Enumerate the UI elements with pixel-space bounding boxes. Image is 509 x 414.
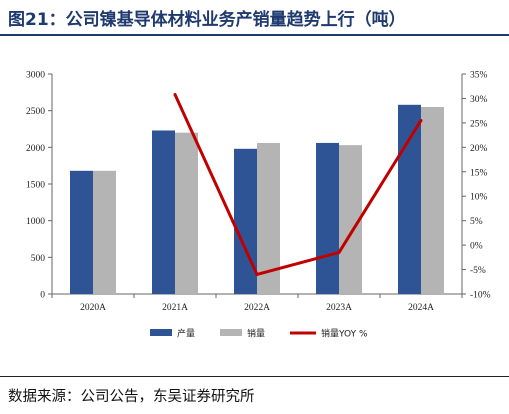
bar-production [70,170,93,294]
x-tick-label: 2022A [244,303,270,313]
legend-label: 产量 [177,328,195,340]
left-tick-label: 3000 [26,71,45,81]
legend-label: 销量YOY % [321,328,368,340]
bar-production [316,142,339,294]
right-tick-label: 0% [470,242,483,252]
left-tick-label: 2500 [26,107,45,117]
chart: 0 500 1000 1500 2000 2500 3000 -10% -5% 0% 5% 10% 15… [26,71,491,340]
source-rule [0,376,509,377]
right-tick-label: 5% [470,217,483,227]
bar-sales [93,170,116,294]
bar-sales [257,142,280,294]
line-series [173,93,423,276]
right-tick-label: 25% [470,119,488,129]
series-point-yoy [337,250,341,254]
series-point-yoy [255,272,259,276]
source-note: 数据来源：公司公告，东吴证券研究所 [8,389,255,405]
bar-sales [339,145,362,294]
right-tick-label: -5% [470,266,486,276]
bar-sales [421,107,444,294]
left-tick-label: 500 [31,254,46,264]
left-tick-label: 1500 [26,181,45,191]
bar-production [234,148,257,294]
bar-production [152,130,175,294]
x-tick-label: 2023A [326,303,352,313]
x-tick-label: 2020A [80,303,106,313]
axes [48,73,466,298]
left-tick-label: 1000 [26,217,45,227]
bar-sales [175,132,198,294]
figure-title: 图21：公司镍基导体材料业务产销量趋势上行（吨） [8,10,406,30]
right-tick-label: -10% [470,291,491,301]
series-line-yoy [173,93,423,276]
bars [70,104,444,294]
left-tick-label: 0 [40,291,45,301]
right-tick-label: 35% [470,71,488,81]
legend: 产量 销量 销量YOY % [150,328,368,340]
x-tick-label: 2024A [408,303,434,313]
title-rule [0,34,509,36]
series-point-yoy [173,93,177,97]
series-point-yoy [419,118,423,122]
right-tick-label: 10% [470,193,488,203]
bar-production [398,104,421,294]
right-tick-label: 30% [470,95,488,105]
right-tick-label: 15% [470,168,488,178]
left-tick-label: 2000 [26,144,45,154]
x-tick-label: 2021A [162,303,188,313]
legend-swatch [150,329,172,336]
legend-label: 销量 [247,328,265,340]
right-tick-label: 20% [470,144,488,154]
tick-labels: 0 500 1000 1500 2000 2500 3000 -10% -5% 0% 5% 10% 15… [26,71,491,314]
legend-swatch [220,329,242,336]
